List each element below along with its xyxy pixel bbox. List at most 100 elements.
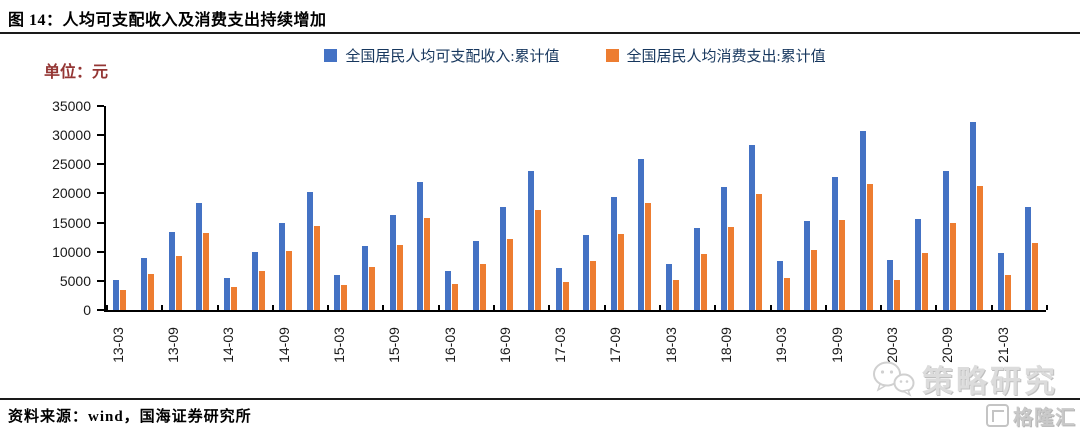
y-axis: 0 5000 10000 15000 20000 25000 30000 35000 (0, 98, 104, 318)
x-axis-tick-label: 15-09 (386, 327, 403, 363)
income-bar (583, 234, 590, 310)
y-axis-tick-mark (97, 309, 104, 311)
x-axis-tick-mark (1046, 305, 1048, 310)
consumption-bar (424, 218, 431, 310)
bar-group (963, 106, 991, 310)
consumption-bar (700, 254, 707, 310)
y-axis-tick-mark (97, 221, 104, 224)
x-axis-tick-mark (271, 305, 274, 310)
income-bar (859, 130, 866, 310)
x-axis-tick-mark (990, 305, 993, 310)
income-legend-swatch-icon (324, 49, 338, 62)
consumption-bar (1032, 243, 1039, 310)
consumption-bar (1004, 275, 1011, 310)
income-bar (445, 271, 451, 310)
bar-group (272, 106, 300, 310)
title-divider-line (0, 32, 1080, 34)
legend-item-income: 全国居民人均可支配收入:累计值 (324, 45, 560, 66)
y-axis-tick-mark (97, 250, 104, 253)
bar-group (548, 106, 576, 310)
x-axis-tick-label: 21-03 (994, 327, 1011, 363)
x-axis-tick-mark (327, 305, 330, 310)
x-axis-tick-label: 14-03 (220, 327, 237, 363)
bar-group (825, 106, 853, 310)
y-axis-tick-mark (97, 192, 104, 195)
x-axis-tick-mark (548, 305, 551, 310)
consumption-bar (783, 277, 790, 310)
plot-area (104, 106, 1048, 312)
bar-group (714, 106, 742, 310)
chart-legend: 全国居民人均可支配收入:累计值 全国居民人均消费支出:累计值 (70, 45, 1080, 66)
bar-group (299, 106, 327, 310)
income-bar (749, 145, 756, 310)
consumption-bar (534, 210, 541, 310)
consumption-bar (286, 251, 293, 310)
y-axis-tick-mark (97, 105, 104, 107)
income-bar (362, 246, 369, 310)
x-axis-tick-label: 20-03 (883, 327, 900, 363)
legend-item-label: 全国居民人均消费支出:累计值 (626, 49, 826, 65)
bar-group (410, 106, 438, 310)
income-bar (914, 218, 921, 310)
bar-series-container (106, 106, 1046, 310)
x-axis-tick-label: 19-09 (828, 327, 845, 363)
consumption-bar (562, 282, 569, 310)
y-axis-tick-label: 15000 (52, 214, 91, 231)
x-axis: 13-03 13-09 14-03 14-09 15-03 15-09 16-03 16-09… (104, 314, 1044, 390)
bar-group (797, 106, 825, 310)
gelonghui-logo: 格隆汇 (986, 401, 1076, 430)
consumption-bar (811, 249, 818, 310)
data-source-note: 资料来源：wind，国海证券研究所 (8, 409, 252, 425)
bar-group (438, 106, 466, 310)
income-bar (721, 187, 728, 310)
y-axis-unit-label: 单位：元 (44, 64, 109, 81)
x-axis-tick-label: 17-03 (552, 327, 569, 363)
bar-group (244, 106, 272, 310)
consumption-bar (147, 273, 154, 310)
consumption-legend-swatch-icon (605, 49, 619, 62)
x-axis-tick-label: 16-09 (496, 327, 513, 363)
income-bar (942, 171, 949, 310)
consumption-bar (120, 289, 127, 310)
consumption-bar (313, 225, 320, 310)
income-bar (610, 197, 617, 310)
income-bar (168, 231, 175, 310)
y-axis-tick-label: 5000 (59, 272, 91, 289)
gelonghui-logo-text: 格隆汇 (1013, 407, 1076, 429)
x-axis-tick-mark (824, 305, 827, 310)
consumption-bar (230, 287, 237, 310)
consumption-bar (894, 280, 901, 310)
consumption-bar (617, 234, 624, 310)
income-bar (113, 280, 120, 310)
consumption-bar (507, 238, 514, 310)
income-bar (887, 260, 894, 310)
y-axis-tick-label: 20000 (52, 185, 91, 202)
legend-item-label: 全国居民人均可支配收入:累计值 (345, 49, 560, 65)
x-axis-tick-mark (714, 305, 717, 310)
income-bar (970, 122, 977, 310)
consumption-bar (728, 226, 735, 310)
x-axis-tick-mark (769, 305, 772, 310)
y-axis-tick-label: 25000 (52, 156, 91, 173)
y-axis-tick-mark (97, 163, 104, 166)
bar-group (576, 106, 604, 310)
bar-group (493, 106, 521, 310)
consumption-bar (258, 270, 265, 310)
income-bar (555, 268, 562, 310)
bar-group (991, 106, 1019, 310)
footer-divider-line (0, 398, 1080, 400)
consumption-bar (838, 219, 845, 310)
income-bar (140, 257, 147, 310)
bar-group (382, 106, 410, 310)
y-axis-tick-mark (97, 279, 104, 282)
x-axis-tick-mark (935, 305, 938, 310)
y-axis-tick-label: 10000 (52, 243, 91, 260)
income-bar (500, 206, 507, 310)
income-bar (638, 158, 645, 310)
consumption-bar (921, 253, 928, 310)
bar-group (1018, 106, 1046, 310)
income-bar (306, 192, 313, 310)
consumption-bar (341, 285, 348, 310)
bar-group (852, 106, 880, 310)
income-bar (251, 251, 258, 310)
